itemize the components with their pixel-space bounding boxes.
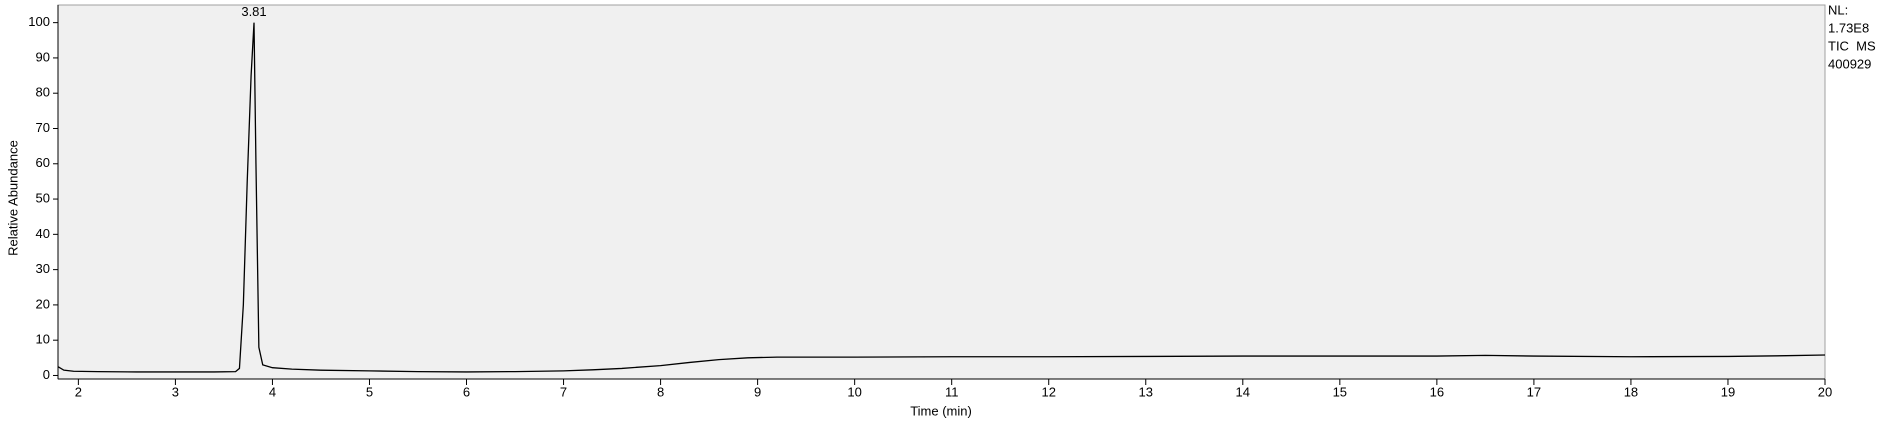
x-tick-label: 7 <box>560 384 567 399</box>
x-tick-label: 16 <box>1430 384 1444 399</box>
x-tick-label: 9 <box>754 384 761 399</box>
x-tick-label: 14 <box>1236 384 1250 399</box>
peak-label: 3.81 <box>241 4 266 19</box>
x-tick-label: 3 <box>172 384 179 399</box>
y-tick-label: 40 <box>36 226 50 241</box>
y-tick-label: 70 <box>36 120 50 135</box>
x-tick-label: 20 <box>1818 384 1832 399</box>
x-tick-label: 5 <box>366 384 373 399</box>
y-tick-label: 10 <box>36 332 50 347</box>
info-text: TIC MS <box>1828 38 1876 53</box>
x-tick-label: 8 <box>657 384 664 399</box>
x-tick-label: 13 <box>1139 384 1153 399</box>
x-tick-label: 6 <box>463 384 470 399</box>
x-tick-label: 18 <box>1624 384 1638 399</box>
info-text: NL: <box>1828 2 1848 17</box>
x-tick-label: 4 <box>269 384 276 399</box>
y-tick-label: 60 <box>36 155 50 170</box>
x-tick-label: 15 <box>1333 384 1347 399</box>
plot-area <box>57 4 1826 380</box>
x-tick-label: 17 <box>1527 384 1541 399</box>
y-tick-label: 50 <box>36 190 50 205</box>
y-tick-label: 30 <box>36 261 50 276</box>
x-tick-label: 19 <box>1721 384 1735 399</box>
y-tick-label: 90 <box>36 49 50 64</box>
y-tick-label: 20 <box>36 296 50 311</box>
x-tick-label: 10 <box>847 384 861 399</box>
x-tick-label: 11 <box>945 384 959 399</box>
info-text: 1.73E8 <box>1828 20 1869 35</box>
y-axis-label: Relative Abundance <box>5 140 20 256</box>
chromatogram-line <box>57 22 1826 373</box>
y-tick-label: 0 <box>43 367 50 382</box>
x-axis-label: Time (min) <box>910 403 972 418</box>
x-tick-label: 2 <box>75 384 82 399</box>
x-tick-label: 12 <box>1041 384 1055 399</box>
info-text: 400929 <box>1828 56 1871 71</box>
y-tick-label: 100 <box>28 14 50 29</box>
y-tick-label: 80 <box>36 85 50 100</box>
